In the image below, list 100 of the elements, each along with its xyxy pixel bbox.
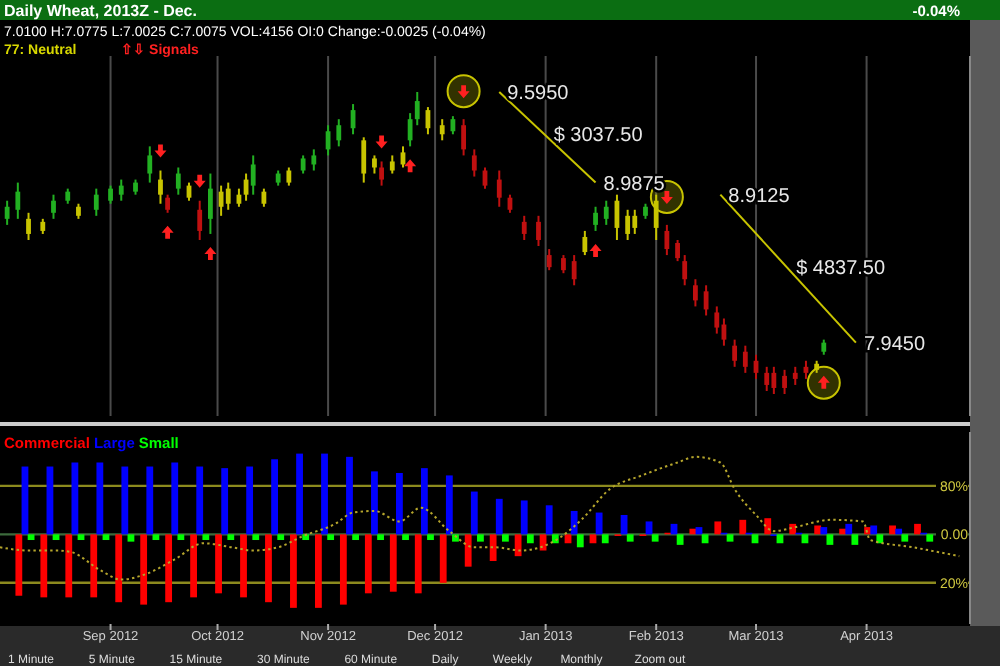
candlestick [372, 154, 377, 175]
bar [814, 525, 822, 535]
bar [346, 456, 353, 535]
annotation: $ 4837.50 [796, 258, 886, 281]
bar [876, 534, 884, 544]
annotation: 9.5950 [507, 83, 570, 105]
bar [265, 534, 272, 603]
bar [315, 534, 322, 608]
candlestick [225, 181, 231, 211]
bar [196, 466, 204, 535]
bar [801, 534, 809, 544]
bar [52, 534, 60, 541]
chart-title: Daily Wheat, 2013Z - Dec. [4, 2, 197, 20]
bar [414, 534, 422, 594]
bar [464, 534, 472, 567]
candlestick [496, 169, 502, 208]
candlestick [653, 193, 659, 241]
bar [240, 534, 247, 598]
bar [96, 462, 104, 535]
bar [339, 534, 347, 605]
candlestick [93, 187, 99, 217]
bar [364, 534, 372, 594]
bar [77, 534, 85, 541]
candlestick [250, 154, 256, 196]
bar [427, 534, 434, 541]
candlestick [675, 238, 680, 263]
bar [689, 528, 697, 535]
bar [439, 534, 447, 583]
candlestick [15, 181, 21, 220]
candlestick [593, 205, 598, 232]
bar [321, 453, 328, 535]
bar [152, 534, 160, 541]
candlestick [771, 365, 777, 395]
bar [870, 525, 878, 535]
bar [514, 534, 522, 557]
bar [389, 534, 397, 592]
candlestick [782, 368, 787, 395]
bar [165, 534, 173, 603]
candlestick [336, 118, 342, 148]
bar [171, 462, 179, 535]
bar [296, 453, 303, 535]
candlestick [147, 145, 153, 184]
candlestick [703, 284, 709, 317]
bar [501, 534, 509, 542]
bar [27, 534, 35, 541]
bar [595, 512, 603, 535]
bar [851, 534, 859, 545]
bar [40, 534, 48, 598]
candlestick [521, 214, 527, 241]
bar [377, 534, 384, 541]
candlestick [561, 254, 566, 275]
bar [751, 534, 759, 544]
bar [495, 498, 503, 535]
candlestick [379, 160, 384, 187]
bar [601, 534, 609, 544]
candlestick [4, 199, 10, 226]
bar [221, 468, 229, 535]
bar [676, 534, 684, 545]
bar [764, 518, 772, 535]
annotation: 8.9125 [728, 185, 791, 208]
bar [246, 466, 254, 535]
candlestick [51, 193, 56, 220]
candlestick [158, 169, 163, 205]
bar [526, 534, 534, 544]
candlestick [300, 154, 306, 175]
bar [701, 534, 709, 544]
bar [651, 534, 659, 542]
bar [327, 534, 335, 541]
candlestick [218, 184, 224, 217]
bar [352, 534, 360, 541]
candlestick [175, 166, 181, 196]
bar [202, 534, 210, 541]
candlestick [536, 214, 541, 248]
bar [889, 525, 896, 535]
bar [121, 466, 129, 535]
candlestick [632, 208, 638, 235]
bar [895, 528, 903, 535]
bar [71, 462, 79, 535]
bar [271, 459, 278, 535]
candlestick [732, 338, 738, 368]
bar [15, 534, 23, 596]
bar [190, 534, 197, 598]
bar [277, 534, 285, 541]
candlestick [603, 199, 609, 226]
bar [177, 534, 185, 541]
candlestick [714, 305, 720, 335]
bar [402, 534, 409, 541]
bar [714, 521, 722, 535]
bar [826, 534, 834, 545]
bar [290, 534, 297, 608]
candlestick [571, 254, 577, 287]
candlestick [546, 248, 552, 272]
candlestick [286, 166, 292, 187]
bar [489, 534, 497, 562]
candlestick [461, 118, 466, 157]
bar [820, 527, 828, 535]
bar [926, 534, 934, 542]
bar [470, 491, 478, 535]
annotation: 7.9450 [863, 333, 926, 356]
bar [396, 473, 403, 535]
